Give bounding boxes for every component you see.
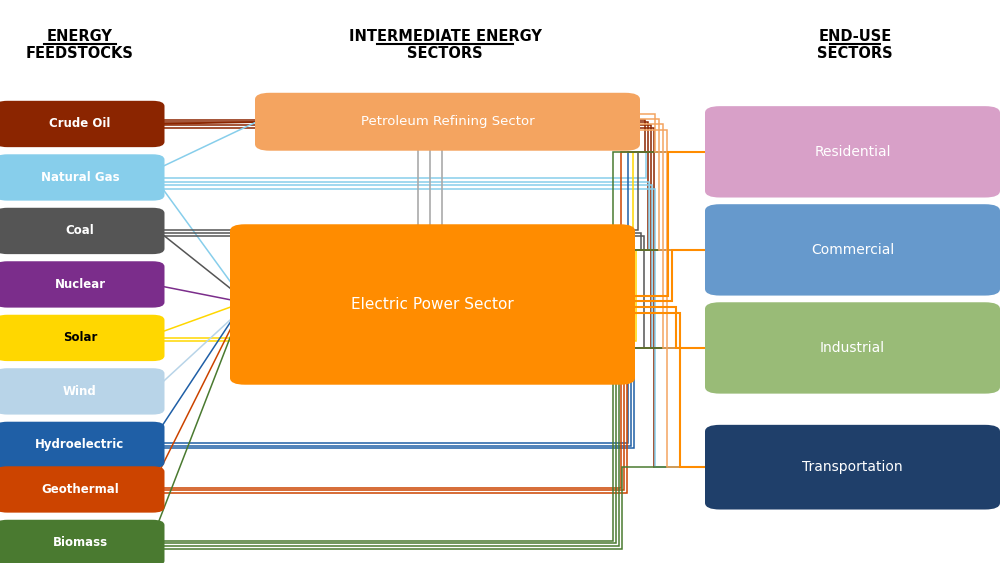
FancyBboxPatch shape	[705, 204, 1000, 296]
Text: Wind: Wind	[63, 385, 97, 398]
FancyBboxPatch shape	[230, 224, 635, 385]
FancyBboxPatch shape	[0, 368, 164, 414]
FancyBboxPatch shape	[0, 261, 164, 307]
FancyBboxPatch shape	[0, 154, 164, 200]
Text: INTERMEDIATE ENERGY: INTERMEDIATE ENERGY	[349, 29, 541, 44]
Text: Petroleum Refining Sector: Petroleum Refining Sector	[361, 115, 534, 128]
Text: FEEDSTOCKS: FEEDSTOCKS	[26, 46, 134, 61]
FancyBboxPatch shape	[0, 466, 164, 513]
FancyBboxPatch shape	[0, 520, 164, 563]
FancyBboxPatch shape	[705, 302, 1000, 394]
Text: Commercial: Commercial	[811, 243, 894, 257]
FancyBboxPatch shape	[705, 425, 1000, 510]
FancyBboxPatch shape	[0, 208, 164, 254]
FancyBboxPatch shape	[0, 422, 164, 468]
Text: Biomass: Biomass	[52, 537, 108, 549]
Text: Electric Power Sector: Electric Power Sector	[351, 297, 514, 312]
Text: Residential: Residential	[814, 145, 891, 159]
Text: Hydroelectric: Hydroelectric	[35, 439, 125, 452]
FancyBboxPatch shape	[0, 315, 164, 361]
FancyBboxPatch shape	[705, 106, 1000, 198]
Text: Solar: Solar	[63, 332, 97, 345]
Text: Nuclear: Nuclear	[54, 278, 106, 291]
Text: Industrial: Industrial	[820, 341, 885, 355]
Text: Transportation: Transportation	[802, 460, 903, 474]
FancyBboxPatch shape	[0, 101, 164, 147]
Text: SECTORS: SECTORS	[407, 46, 483, 61]
Text: ENERGY: ENERGY	[47, 29, 113, 44]
Text: Geothermal: Geothermal	[41, 483, 119, 496]
Text: Coal: Coal	[66, 225, 94, 238]
Text: Crude Oil: Crude Oil	[49, 118, 111, 131]
FancyBboxPatch shape	[255, 93, 640, 151]
Text: SECTORS: SECTORS	[817, 46, 893, 61]
Text: END-USE: END-USE	[818, 29, 892, 44]
Text: Natural Gas: Natural Gas	[41, 171, 119, 184]
